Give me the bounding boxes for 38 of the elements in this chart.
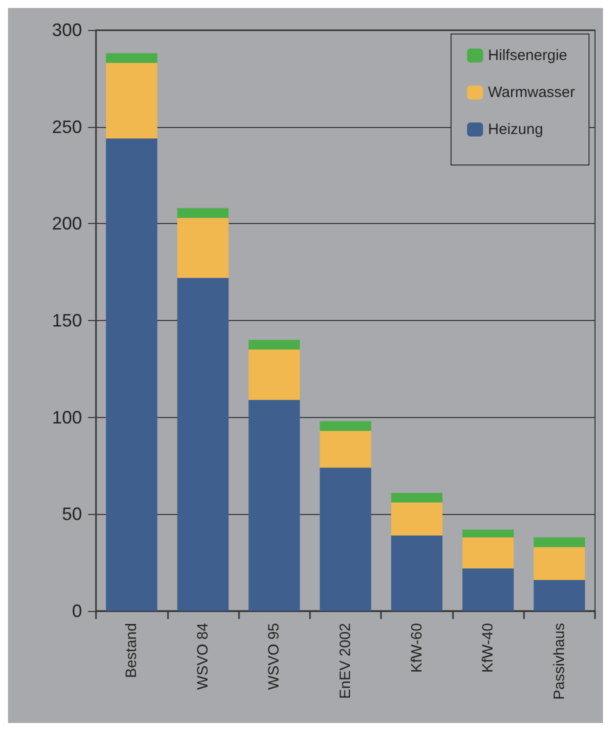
legend-label: Warmwasser	[488, 84, 576, 101]
bar	[391, 492, 442, 503]
legend-label: Hilfsenergie	[488, 47, 568, 64]
y-tick-label: 250	[52, 116, 82, 137]
y-tick-label: 50	[62, 504, 82, 524]
bar	[248, 400, 300, 611]
bar	[177, 218, 229, 278]
bar	[177, 278, 229, 611]
bar	[462, 530, 514, 538]
x-tick-label: KfW-40	[480, 623, 497, 673]
y-tick-label: 300	[52, 20, 82, 40]
bar	[248, 350, 300, 400]
x-tick-label: KfW-60	[408, 623, 426, 673]
x-tick-label: Passivhaus	[550, 623, 568, 700]
x-tick-label: WSVO 84	[194, 623, 212, 690]
bar	[320, 430, 372, 468]
bar	[106, 138, 158, 611]
bar	[177, 208, 229, 218]
x-tick-label: Bestand	[123, 623, 140, 678]
bar	[320, 421, 372, 431]
bar	[534, 537, 586, 548]
bar	[320, 468, 372, 611]
bar	[462, 568, 514, 611]
x-tick-label: EnEV 2002	[337, 623, 354, 699]
y-tick-label: 0	[72, 601, 82, 621]
bar	[391, 535, 442, 611]
bar	[106, 53, 158, 63]
legend-label: Heizung	[488, 121, 544, 138]
bar	[462, 537, 514, 568]
y-tick-label: 100	[52, 407, 82, 428]
bar	[106, 62, 158, 138]
bar	[248, 340, 300, 350]
y-tick-label: 200	[52, 214, 82, 234]
y-tick-label: 150	[52, 310, 82, 330]
bar	[534, 547, 586, 580]
bar	[391, 502, 442, 536]
bar	[534, 580, 586, 611]
x-tick-label: WSVO 95	[266, 623, 283, 690]
